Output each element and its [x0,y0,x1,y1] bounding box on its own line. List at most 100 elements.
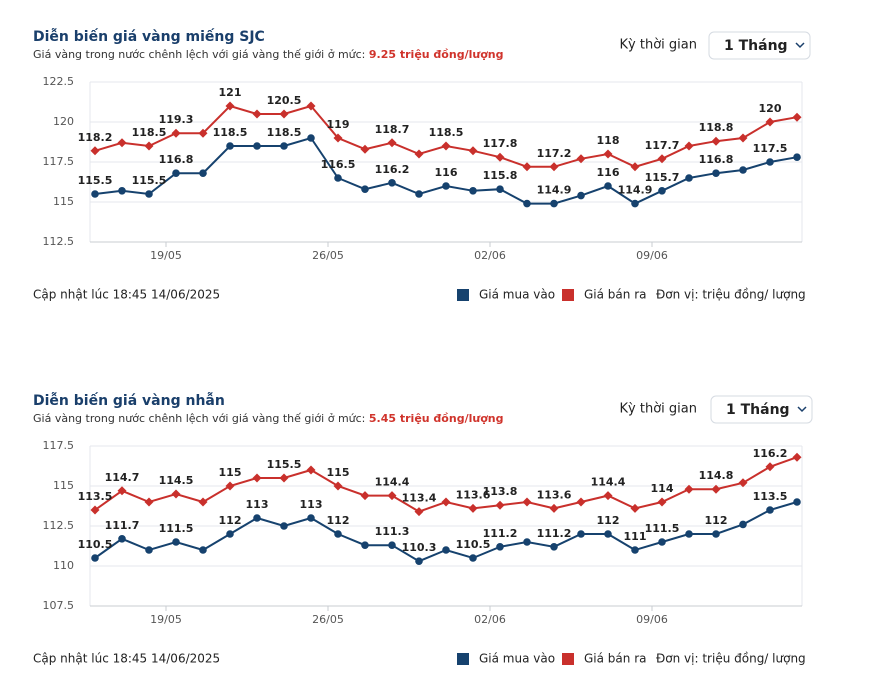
sell-point [468,503,478,513]
sell-point [576,497,586,507]
data-label: 112 [705,514,728,527]
data-label: 112 [327,514,350,527]
buy-point [577,191,585,200]
data-label: 111 [624,530,647,543]
y-tick-label: 115 [53,195,74,208]
buy-point [712,530,720,538]
sell-point [657,497,667,507]
buy-point [334,530,342,538]
sell-point [522,497,532,507]
data-label: 110.3 [402,541,437,554]
data-label: 114.5 [159,474,194,487]
sell-point [279,109,289,119]
data-label: 121 [219,86,242,99]
sell-point [495,500,505,510]
data-label: 115.5 [267,458,302,471]
sell-point [711,136,721,146]
buy-point [766,506,774,514]
x-tick-label: 26/05 [312,613,344,626]
buy-point [226,530,234,538]
period-select[interactable] [710,395,813,424]
data-label: 111.7 [105,519,140,532]
data-label: 112 [219,514,242,527]
chart-subtitle: Giá vàng trong nước chênh lệch với giá v… [33,412,503,425]
buy-point [361,185,369,193]
buy-point [334,174,342,182]
buy-point [199,169,207,177]
period-value[interactable]: 1 Tháng [726,402,790,418]
sell-point [441,497,451,507]
y-tick-label: 120 [53,115,74,128]
y-tick-label: 117.5 [43,155,75,168]
period-select[interactable] [708,31,811,60]
sell-point [522,162,532,172]
y-tick-label: 110 [53,559,74,572]
x-tick-label: 09/06 [636,613,668,626]
sell-point [144,141,154,151]
data-label: 113.6 [537,488,572,501]
data-label: 118.5 [213,126,248,139]
data-label: 117.2 [537,147,572,160]
sell-point [360,144,370,154]
data-label: 118.5 [429,126,464,139]
buy-point [739,520,747,529]
sell-point [657,154,667,164]
data-label: 111.2 [483,527,518,540]
legend-swatch [457,653,469,665]
sell-point [468,146,478,156]
data-label: 118.2 [78,131,113,144]
select-chevron[interactable] [797,406,807,413]
data-label: 115 [219,466,242,479]
data-label: 116.2 [753,447,788,460]
period-label: Kỳ thời gian [620,38,697,53]
data-label: 114 [651,482,674,495]
buy-point [658,538,666,546]
sell-point [576,154,586,164]
sell-point [90,146,100,156]
y-tick-label: 112.5 [43,235,75,248]
buy-point [226,142,234,150]
select-chevron[interactable] [795,42,805,49]
buy-point [631,199,639,208]
unit-note: Đơn vị: triệu đồng/ lượng [656,652,806,666]
data-label: 116.2 [375,163,410,176]
data-label: 118.5 [132,126,167,139]
sell-point [387,491,397,501]
data-label: 113.5 [753,490,788,503]
legend-label: Giá bán ra [584,288,646,302]
buy-point [388,179,396,187]
sell-point [279,473,289,483]
period-label: Kỳ thời gian [620,402,697,417]
sell-point [198,128,208,138]
period-value[interactable]: 1 Tháng [724,38,788,54]
sell-point [765,117,775,127]
sell-point [333,133,343,143]
data-label: 120 [759,102,782,115]
data-label: 111.5 [645,522,680,535]
sell-point [414,149,424,159]
legend-label: Giá mua vào [479,288,555,302]
data-label: 111.5 [159,522,194,535]
buy-point [793,153,801,161]
data-label: 116.8 [159,153,194,166]
sell-point [117,486,127,496]
legend-swatch [562,653,574,665]
buy-point [361,541,369,549]
x-tick-label: 02/06 [474,249,506,262]
sell-point [90,505,100,515]
buy-point [793,498,801,506]
sell-point [630,162,640,172]
buy-point [172,169,180,177]
data-label: 112 [597,514,620,527]
sell-point [792,112,802,122]
buy-point [469,187,477,195]
data-label: 118.5 [267,126,302,139]
data-label: 115.5 [78,174,113,187]
data-label: 115.8 [483,169,518,182]
buy-point [145,546,153,554]
buy-point [280,522,288,530]
data-label: 117.7 [645,139,680,152]
buy-point [118,187,126,195]
y-tick-label: 112.5 [43,519,75,532]
sell-point [549,503,559,513]
